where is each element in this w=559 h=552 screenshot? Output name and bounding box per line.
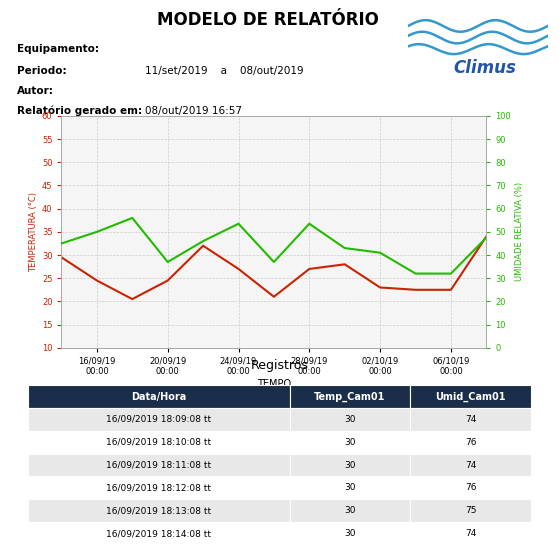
- Text: 74: 74: [465, 529, 476, 538]
- FancyBboxPatch shape: [290, 476, 410, 500]
- FancyBboxPatch shape: [290, 431, 410, 454]
- FancyBboxPatch shape: [28, 408, 290, 431]
- Y-axis label: TEMPERATURA (°C): TEMPERATURA (°C): [29, 192, 37, 272]
- Text: 30: 30: [344, 415, 356, 424]
- FancyBboxPatch shape: [290, 454, 410, 476]
- X-axis label: TEMPO: TEMPO: [257, 379, 291, 389]
- Text: MODELO DE RELATÓRIO: MODELO DE RELATÓRIO: [158, 11, 379, 29]
- FancyBboxPatch shape: [410, 500, 531, 522]
- Text: 74: 74: [465, 415, 476, 424]
- Text: Equipamento:: Equipamento:: [17, 44, 99, 54]
- Text: 16/09/2019 18:12:08 tt: 16/09/2019 18:12:08 tt: [106, 484, 211, 492]
- FancyBboxPatch shape: [410, 476, 531, 500]
- FancyBboxPatch shape: [28, 476, 290, 500]
- Text: 16/09/2019 18:11:08 tt: 16/09/2019 18:11:08 tt: [106, 460, 211, 470]
- Y-axis label: UMIDADE RELATIVA (%): UMIDADE RELATIVA (%): [515, 182, 524, 282]
- FancyBboxPatch shape: [410, 431, 531, 454]
- FancyBboxPatch shape: [28, 385, 290, 408]
- Text: 30: 30: [344, 438, 356, 447]
- FancyBboxPatch shape: [28, 500, 290, 522]
- Text: 16/09/2019 18:13:08 tt: 16/09/2019 18:13:08 tt: [106, 506, 211, 515]
- Text: 16/09/2019 18:14:08 tt: 16/09/2019 18:14:08 tt: [106, 529, 211, 538]
- Text: 74: 74: [465, 460, 476, 470]
- Text: 75: 75: [465, 506, 476, 515]
- Text: 16/09/2019 18:09:08 tt: 16/09/2019 18:09:08 tt: [106, 415, 211, 424]
- FancyBboxPatch shape: [410, 385, 531, 408]
- Text: Registros: Registros: [250, 359, 309, 372]
- Text: 30: 30: [344, 506, 356, 515]
- FancyBboxPatch shape: [410, 522, 531, 545]
- FancyBboxPatch shape: [410, 454, 531, 476]
- FancyBboxPatch shape: [290, 385, 410, 408]
- Text: Data/Hora: Data/Hora: [131, 391, 186, 401]
- FancyBboxPatch shape: [290, 408, 410, 431]
- Text: Umid_Cam01: Umid_Cam01: [435, 391, 506, 402]
- Text: 76: 76: [465, 484, 476, 492]
- Text: 08/out/2019 16:57: 08/out/2019 16:57: [145, 106, 243, 116]
- Text: 30: 30: [344, 484, 356, 492]
- Text: Temp_Cam01: Temp_Cam01: [314, 391, 386, 402]
- FancyBboxPatch shape: [290, 522, 410, 545]
- FancyBboxPatch shape: [290, 500, 410, 522]
- Text: 76: 76: [465, 438, 476, 447]
- FancyBboxPatch shape: [410, 408, 531, 431]
- Text: 11/set/2019    a    08/out/2019: 11/set/2019 a 08/out/2019: [145, 66, 304, 76]
- Text: 30: 30: [344, 529, 356, 538]
- Text: 30: 30: [344, 460, 356, 470]
- Text: Periodo:: Periodo:: [17, 66, 67, 76]
- FancyBboxPatch shape: [28, 522, 290, 545]
- Text: Climus: Climus: [453, 59, 517, 77]
- Text: Relatório gerado em:: Relatório gerado em:: [17, 106, 142, 116]
- Text: 16/09/2019 18:10:08 tt: 16/09/2019 18:10:08 tt: [106, 438, 211, 447]
- FancyBboxPatch shape: [28, 454, 290, 476]
- FancyBboxPatch shape: [28, 431, 290, 454]
- Text: Autor:: Autor:: [17, 86, 54, 96]
